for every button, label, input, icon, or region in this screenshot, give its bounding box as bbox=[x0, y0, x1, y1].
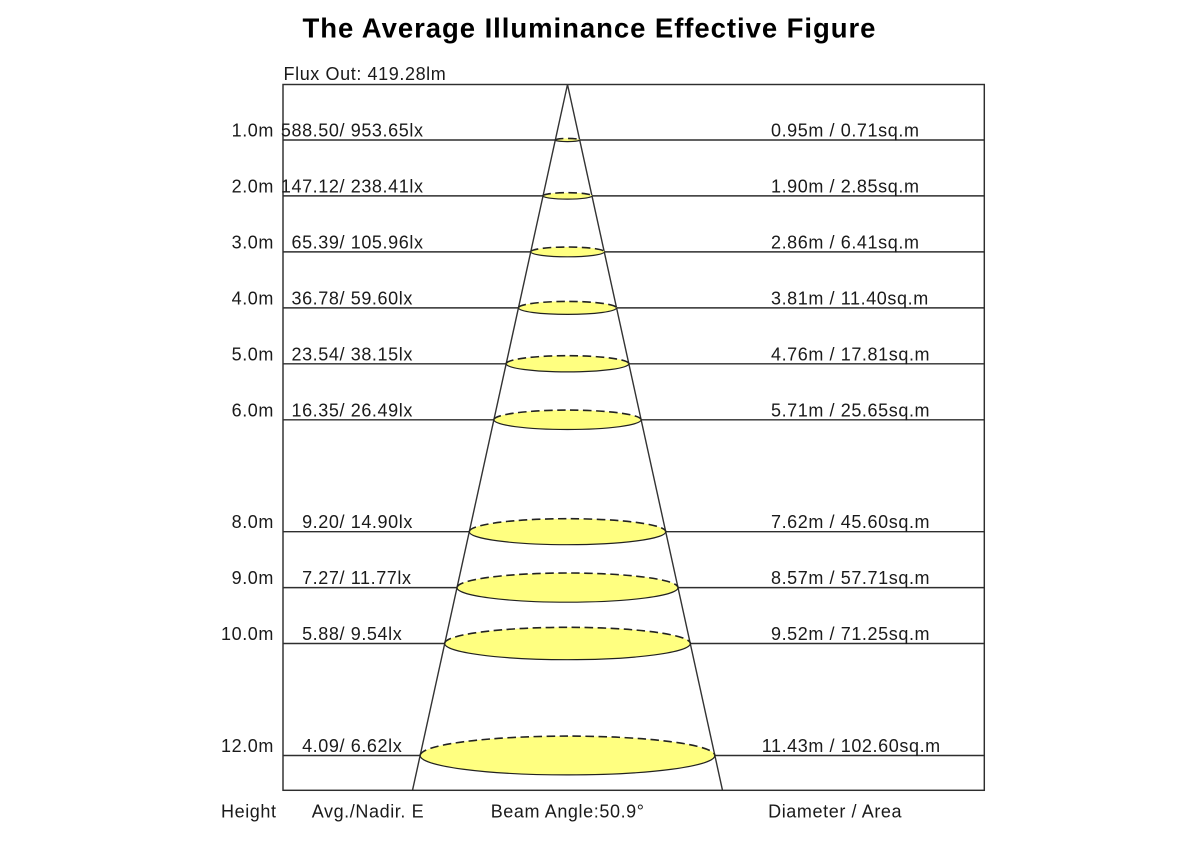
svg-text:3.0m: 3.0m bbox=[232, 232, 274, 252]
svg-text:1.0m: 1.0m bbox=[232, 121, 274, 141]
svg-text:2.0m: 2.0m bbox=[232, 176, 274, 196]
svg-text:5.88: 5.88 bbox=[302, 624, 339, 644]
svg-text:12.0m: 12.0m bbox=[221, 736, 274, 756]
svg-text:3.81m: 3.81m bbox=[771, 288, 824, 308]
svg-text:Flux Out: 419.28lm: Flux Out: 419.28lm bbox=[284, 64, 447, 84]
svg-text:/ 45.60sq.m: / 45.60sq.m bbox=[830, 512, 931, 532]
svg-text:5.71m: 5.71m bbox=[771, 400, 824, 420]
svg-text:/ 57.71sq.m: / 57.71sq.m bbox=[830, 568, 931, 588]
svg-text:6.0m: 6.0m bbox=[232, 400, 274, 420]
svg-text:7.62m: 7.62m bbox=[771, 512, 824, 532]
svg-text:Height: Height bbox=[221, 802, 277, 822]
svg-text:588.50: 588.50 bbox=[281, 121, 340, 141]
svg-text:/ 6.41sq.m: / 6.41sq.m bbox=[830, 232, 920, 252]
svg-text:/ 17.81sq.m: / 17.81sq.m bbox=[830, 344, 931, 364]
svg-text:/ 102.60sq.m: / 102.60sq.m bbox=[830, 736, 941, 756]
svg-text:/ 38.15lx: / 38.15lx bbox=[340, 344, 413, 364]
svg-text:4.0m: 4.0m bbox=[232, 288, 274, 308]
svg-text:0.95m: 0.95m bbox=[771, 121, 824, 141]
svg-text:/ 14.90lx: / 14.90lx bbox=[340, 512, 413, 532]
svg-text:36.78: 36.78 bbox=[291, 288, 339, 308]
svg-text:147.12: 147.12 bbox=[281, 176, 340, 196]
svg-text:23.54: 23.54 bbox=[291, 344, 339, 364]
svg-text:/ 0.71sq.m: / 0.71sq.m bbox=[830, 121, 920, 141]
svg-text:Beam Angle:50.9°: Beam Angle:50.9° bbox=[491, 802, 645, 822]
svg-text:/ 6.62lx: / 6.62lx bbox=[340, 736, 403, 756]
svg-text:8.57m: 8.57m bbox=[771, 568, 824, 588]
svg-text:2.86m: 2.86m bbox=[771, 232, 824, 252]
svg-text:/ 238.41lx: / 238.41lx bbox=[340, 176, 424, 196]
svg-text:8.0m: 8.0m bbox=[232, 512, 274, 532]
svg-text:11.43m: 11.43m bbox=[762, 736, 824, 756]
svg-text:/ 71.25sq.m: / 71.25sq.m bbox=[830, 624, 931, 644]
svg-text:1.90m: 1.90m bbox=[771, 176, 824, 196]
svg-text:4.09: 4.09 bbox=[302, 736, 339, 756]
svg-text:10.0m: 10.0m bbox=[221, 624, 274, 644]
svg-text:/ 26.49lx: / 26.49lx bbox=[340, 400, 413, 420]
svg-text:/ 105.96lx: / 105.96lx bbox=[340, 232, 424, 252]
svg-text:9.20: 9.20 bbox=[302, 512, 339, 532]
svg-text:/ 953.65lx: / 953.65lx bbox=[340, 121, 424, 141]
svg-text:/ 59.60lx: / 59.60lx bbox=[340, 288, 413, 308]
svg-text:4.76m: 4.76m bbox=[771, 344, 824, 364]
svg-text:Diameter / Area: Diameter / Area bbox=[768, 802, 902, 822]
svg-text:Avg./Nadir. E: Avg./Nadir. E bbox=[312, 802, 425, 822]
svg-text:65.39: 65.39 bbox=[291, 232, 339, 252]
svg-text:The Average Illuminance Effect: The Average Illuminance Effective Figure bbox=[303, 13, 877, 44]
svg-text:5.0m: 5.0m bbox=[232, 344, 274, 364]
svg-text:/ 9.54lx: / 9.54lx bbox=[340, 624, 403, 644]
svg-text:9.0m: 9.0m bbox=[232, 568, 274, 588]
svg-text:/ 2.85sq.m: / 2.85sq.m bbox=[830, 176, 920, 196]
svg-text:/ 11.77lx: / 11.77lx bbox=[340, 568, 412, 588]
svg-text:7.27: 7.27 bbox=[302, 568, 339, 588]
svg-text:/ 11.40sq.m: / 11.40sq.m bbox=[830, 288, 929, 308]
svg-text:9.52m: 9.52m bbox=[771, 624, 824, 644]
svg-text:/ 25.65sq.m: / 25.65sq.m bbox=[830, 400, 931, 420]
svg-text:16.35: 16.35 bbox=[291, 400, 339, 420]
